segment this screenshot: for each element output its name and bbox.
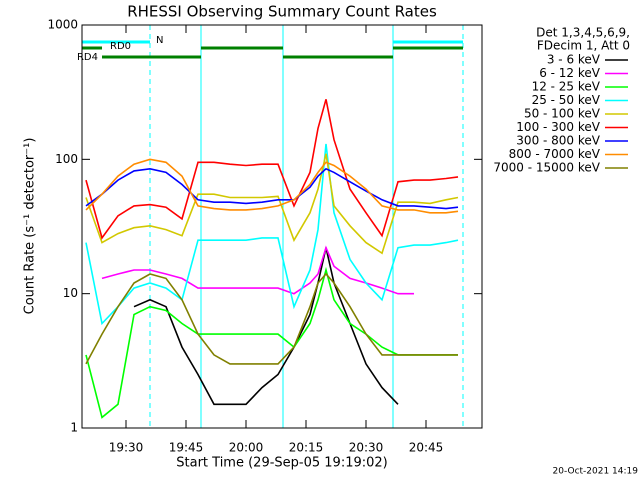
series-line <box>85 153 459 255</box>
legend-label: 12 - 25 keV <box>532 80 601 94</box>
series-line <box>101 245 414 295</box>
series-line <box>85 143 459 326</box>
x-tick-label: 20:00 <box>229 441 264 455</box>
y-tick-label: 10 <box>63 286 78 300</box>
legend-label: 100 - 300 keV <box>516 120 600 134</box>
x-tick-label: 20:45 <box>409 441 444 455</box>
series-line <box>85 272 458 365</box>
chart-title: RHESSI Observing Summary Count Rates <box>127 3 437 21</box>
footer: 20-Oct-2021 14:19 <box>553 467 639 477</box>
x-tick-label: 20:30 <box>349 441 384 455</box>
legend-label: 3 - 6 keV <box>547 53 601 67</box>
y-tick-label: 100 <box>55 152 78 166</box>
series-line <box>85 99 459 240</box>
legend-header: Det 1,3,4,5,6,9, <box>536 26 630 40</box>
annotation-label: RD0 <box>110 41 131 52</box>
x-tick-label: 19:45 <box>169 441 204 455</box>
annotation-label: N <box>156 35 163 46</box>
series-line <box>85 266 458 419</box>
y-tick-label: 1000 <box>47 18 78 32</box>
x-tick-label: 19:30 <box>109 441 144 455</box>
legend-label: 6 - 12 keV <box>539 66 601 80</box>
x-axis-label: Start Time (29-Sep-05 19:19:02) <box>176 456 387 471</box>
y-axis-label: Count Rate (s⁻¹ detector⁻¹) <box>23 138 38 315</box>
annotation-label: RD4 <box>77 52 98 63</box>
legend-label: 50 - 100 keV <box>524 107 601 121</box>
y-tick-label: 1 <box>70 421 78 435</box>
legend-label: 800 - 7000 keV <box>509 147 601 161</box>
x-tick-label: 20:15 <box>289 441 324 455</box>
legend-label: 25 - 50 keV <box>532 93 601 107</box>
series-line <box>85 167 459 210</box>
legend-label: 300 - 800 keV <box>516 134 600 148</box>
legend-header: FDecim 1, Att 0 <box>537 39 630 53</box>
plot-frame <box>81 24 483 429</box>
series-line <box>85 158 459 214</box>
legend-label: 7000 - 15000 keV <box>493 161 600 175</box>
